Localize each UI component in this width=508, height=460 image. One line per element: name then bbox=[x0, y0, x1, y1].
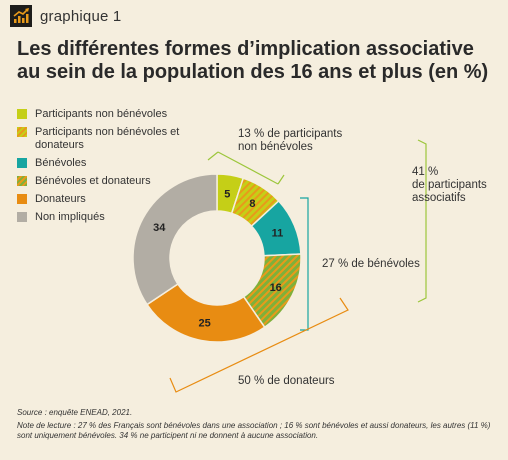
legend-swatch bbox=[17, 109, 27, 119]
slice-value-label: 11 bbox=[272, 228, 284, 240]
legend-item-participants: Participants non bénévoles bbox=[17, 108, 217, 121]
annotation-brackets bbox=[169, 139, 427, 393]
reading-note: Note de lecture : 27 % des Français sont… bbox=[17, 421, 491, 440]
trend-chart-icon bbox=[10, 5, 32, 27]
slice-value-label: 25 bbox=[198, 317, 210, 329]
legend-swatch bbox=[17, 127, 27, 137]
legend-item-donateurs: Donateurs bbox=[17, 193, 217, 206]
annotation-participants-line-2: non bénévoles bbox=[238, 141, 313, 153]
legend-swatch bbox=[17, 158, 27, 168]
annotation-associatifs: 41 % de participants associatifs bbox=[412, 166, 502, 205]
source-text: Source : enquête ENEAD, 2021. bbox=[17, 408, 133, 417]
annotation-participants: 13 % de participants non bénévoles bbox=[238, 128, 378, 154]
bracket-donateurs bbox=[169, 297, 349, 393]
annotation-benevoles: 27 % de bénévoles bbox=[322, 258, 420, 270]
chart-legend: Participants non bénévoles Participants … bbox=[17, 108, 217, 229]
slice-value-label: 16 bbox=[270, 282, 282, 294]
legend-item-non-impliques: Non impliqués bbox=[17, 211, 217, 224]
legend-item-participants-donateurs: Participants non bénévoles et donateurs bbox=[17, 126, 217, 152]
donut-slice-labels: 5 8 11 16 25 34 bbox=[153, 188, 283, 329]
annotation-associatifs-line-1: 41 % bbox=[412, 166, 439, 178]
legend-label: Donateurs bbox=[35, 193, 86, 205]
annotation-associatifs-line-3: associatifs bbox=[412, 192, 466, 204]
legend-label: Participants non bénévoles bbox=[35, 108, 168, 120]
legend-label: Bénévoles et donateurs bbox=[35, 175, 151, 187]
annotation-participants-line-1: 13 % de participants bbox=[238, 128, 343, 140]
donut-slices bbox=[132, 173, 302, 343]
legend-item-benevoles-donateurs: Bénévoles et donateurs bbox=[17, 175, 217, 188]
legend-label: Non impliqués bbox=[35, 211, 105, 223]
graphic-label: graphique 1 bbox=[40, 7, 122, 25]
legend-label: Participants non bénévoles et donateurs bbox=[35, 126, 180, 151]
slice-value-label: 8 bbox=[249, 198, 255, 210]
bracket-associatifs bbox=[417, 139, 427, 303]
legend-swatch bbox=[17, 176, 27, 186]
bracket-participants bbox=[207, 151, 285, 185]
slice-value-label: 5 bbox=[224, 188, 230, 200]
donut-slice-non-impliques bbox=[132, 173, 218, 306]
legend-label: Bénévoles bbox=[35, 157, 87, 169]
legend-swatch bbox=[17, 194, 27, 204]
legend-swatch bbox=[17, 212, 27, 222]
annotation-donateurs: 50 % de donateurs bbox=[238, 375, 335, 387]
slice-value-label: 34 bbox=[153, 222, 166, 234]
bracket-benevoles bbox=[300, 197, 309, 331]
chart-title: Les différentes formes d’implication ass… bbox=[17, 38, 497, 84]
chart-title-line-1: Les différentes formes d’implication ass… bbox=[17, 38, 474, 60]
annotation-associatifs-line-2: de participants bbox=[412, 179, 487, 191]
graphic-header: graphique 1 bbox=[10, 5, 121, 27]
chart-title-line-2: au sein de la population des 16 ans et p… bbox=[17, 61, 489, 83]
legend-item-benevoles: Bénévoles bbox=[17, 157, 217, 170]
